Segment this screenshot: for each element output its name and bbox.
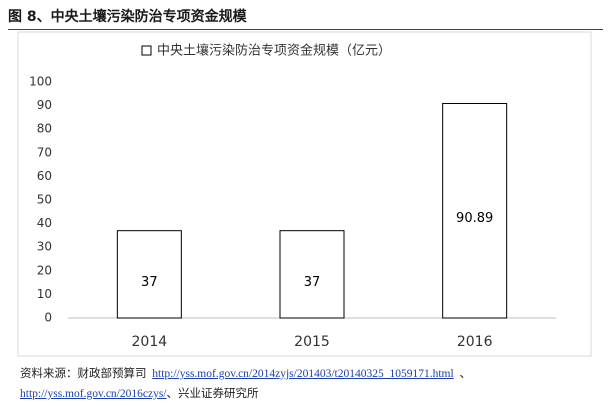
- y-tick-label: 60: [37, 169, 52, 183]
- data-label: 90.89: [456, 211, 493, 226]
- bar: [442, 102, 508, 319]
- data-label: 37: [141, 275, 158, 290]
- source-sep: 、: [459, 368, 471, 380]
- legend-swatch: [141, 45, 152, 56]
- bar: [279, 230, 345, 319]
- y-tick-label: 90: [37, 98, 52, 112]
- y-tick-label: 0: [44, 311, 52, 325]
- y-tick-label: 20: [37, 263, 52, 277]
- y-tick-label: 70: [37, 145, 52, 159]
- source: 资料来源：财政部预算司 http://yss.mof.gov.cn/2014zy…: [20, 364, 605, 404]
- source-link[interactable]: http://yss.mof.gov.cn/2014zyjs/201403/t2…: [152, 368, 454, 380]
- source-suffix: 、兴业证券研究所: [166, 388, 259, 400]
- x-tick-label: 2016: [457, 334, 493, 350]
- x-tick-label: 2015: [294, 334, 330, 350]
- source-prefix: 资料来源：财政部预算司: [20, 368, 147, 380]
- y-tick-label: 50: [37, 193, 52, 207]
- data-label: 37: [304, 275, 321, 290]
- y-tick-label: 10: [37, 287, 52, 301]
- y-tick-label: 80: [37, 122, 52, 136]
- y-tick-label: 30: [37, 240, 52, 254]
- chart-frame: [17, 31, 592, 357]
- source-link[interactable]: http://yss.mof.gov.cn/2016czys/: [20, 388, 167, 400]
- y-tick-label: 40: [37, 216, 52, 230]
- x-tick-label: 2014: [132, 334, 168, 350]
- bar: [116, 230, 182, 319]
- y-tick-label: 100: [29, 75, 52, 89]
- legend-label: 中央土壤污染防治专项资金规模（亿元）: [157, 43, 391, 59]
- figure-title: 图 8、中央土壤污染防治专项资金规模: [8, 6, 603, 30]
